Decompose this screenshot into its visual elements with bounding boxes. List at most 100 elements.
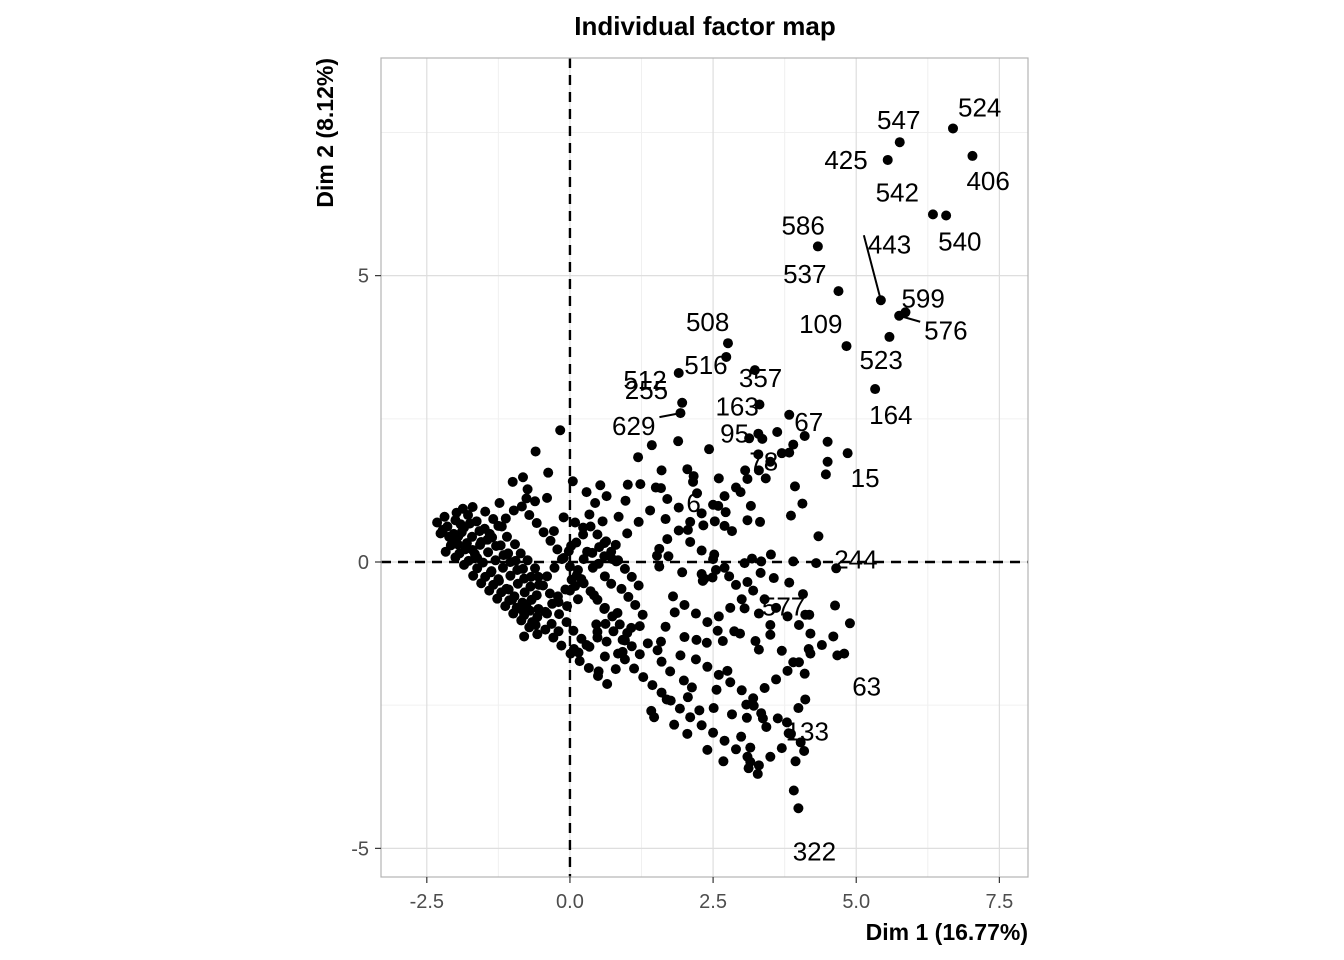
data-point: [797, 589, 808, 600]
data-point-78: [784, 447, 795, 458]
data-point: [753, 608, 764, 619]
data-point-67: [784, 409, 795, 420]
data-point: [552, 544, 563, 555]
data-point: [748, 585, 759, 596]
data-point: [469, 548, 480, 559]
data-point: [776, 645, 787, 656]
data-point: [634, 649, 645, 660]
data-point: [702, 661, 713, 672]
data-point: [708, 554, 719, 565]
data-point: [530, 563, 541, 574]
data-point: [788, 785, 799, 796]
data-point: [660, 514, 671, 525]
data-point: [448, 528, 459, 539]
data-point: [606, 578, 617, 589]
data-point: [593, 670, 604, 681]
data-point: [719, 735, 730, 746]
data-point: [771, 602, 782, 613]
data-point-164: [870, 384, 881, 395]
data-point: [522, 484, 533, 495]
data-point: [599, 651, 610, 662]
data-point: [717, 636, 728, 647]
point-label-542: 542: [876, 177, 919, 207]
data-point: [799, 668, 810, 679]
data-point-523: [884, 331, 895, 342]
data-point: [820, 469, 831, 480]
x-tick-label: 7.5: [985, 891, 1013, 913]
data-point: [432, 517, 443, 528]
data-point: [553, 597, 564, 608]
data-point: [524, 510, 535, 521]
data-point: [745, 500, 756, 511]
data-point: [799, 746, 810, 756]
data-point: [795, 737, 806, 748]
data-point: [545, 535, 556, 546]
data-point: [844, 618, 855, 629]
data-point: [677, 567, 688, 578]
point-label-629: 629: [612, 411, 655, 441]
data-point: [704, 444, 715, 455]
data-point: [485, 567, 496, 578]
data-point: [561, 617, 572, 628]
point-label-516: 516: [684, 350, 727, 380]
data-point: [500, 601, 511, 612]
data-point: [635, 479, 646, 490]
data-point: [707, 572, 718, 583]
data-point: [599, 602, 610, 613]
data-point: [592, 626, 603, 637]
data-point-524: [947, 123, 958, 134]
point-label-255: 255: [625, 375, 668, 405]
label-leader-629: [659, 412, 681, 419]
data-point: [718, 756, 729, 767]
data-point: [477, 557, 488, 568]
data-point: [696, 545, 707, 556]
y-axis-label: Dim 2 (8.12%): [312, 58, 338, 208]
data-point: [719, 562, 730, 573]
data-point: [649, 712, 660, 723]
data-point: [768, 573, 779, 584]
data-point: [765, 629, 776, 640]
point-label-6: 6: [686, 488, 700, 518]
point-label-537: 537: [783, 259, 826, 289]
data-point: [761, 721, 772, 732]
data-point-425: [882, 154, 893, 165]
data-point: [476, 536, 487, 547]
data-point-512: [673, 368, 684, 378]
data-point: [830, 600, 841, 611]
data-point: [691, 634, 702, 645]
data-point: [599, 538, 610, 549]
data-point: [663, 551, 674, 562]
data-point: [522, 555, 533, 566]
data-point: [772, 713, 783, 724]
data-point: [713, 473, 724, 484]
data-point: [713, 669, 724, 680]
data-point: [583, 662, 594, 673]
data-point: [521, 493, 532, 504]
data-point: [781, 717, 792, 728]
data-point: [785, 510, 796, 521]
data-point: [645, 505, 656, 516]
data-point: [633, 516, 644, 527]
data-point: [748, 693, 759, 704]
data-point: [503, 548, 514, 559]
data-point: [555, 425, 566, 436]
x-axis-ticks: -2.5 0.0 2.5 5.0 7.5: [410, 877, 1013, 913]
data-point: [490, 555, 501, 566]
data-point: [665, 695, 676, 706]
data-point: [567, 476, 578, 487]
data-point: [542, 571, 553, 582]
data-point: [655, 636, 666, 647]
data-point: [708, 703, 719, 714]
x-tick-label: -2.5: [410, 891, 444, 913]
data-point: [725, 602, 736, 613]
data-point: [637, 609, 648, 620]
data-point: [799, 431, 810, 441]
data-point: [785, 728, 796, 739]
x-tick-label: 0.0: [556, 891, 584, 913]
data-point: [726, 709, 737, 720]
data-point-540: [941, 210, 952, 221]
data-point: [765, 620, 776, 630]
label-leader-443: [862, 235, 882, 301]
point-label-512: 512: [623, 365, 666, 395]
data-point: [517, 472, 528, 483]
